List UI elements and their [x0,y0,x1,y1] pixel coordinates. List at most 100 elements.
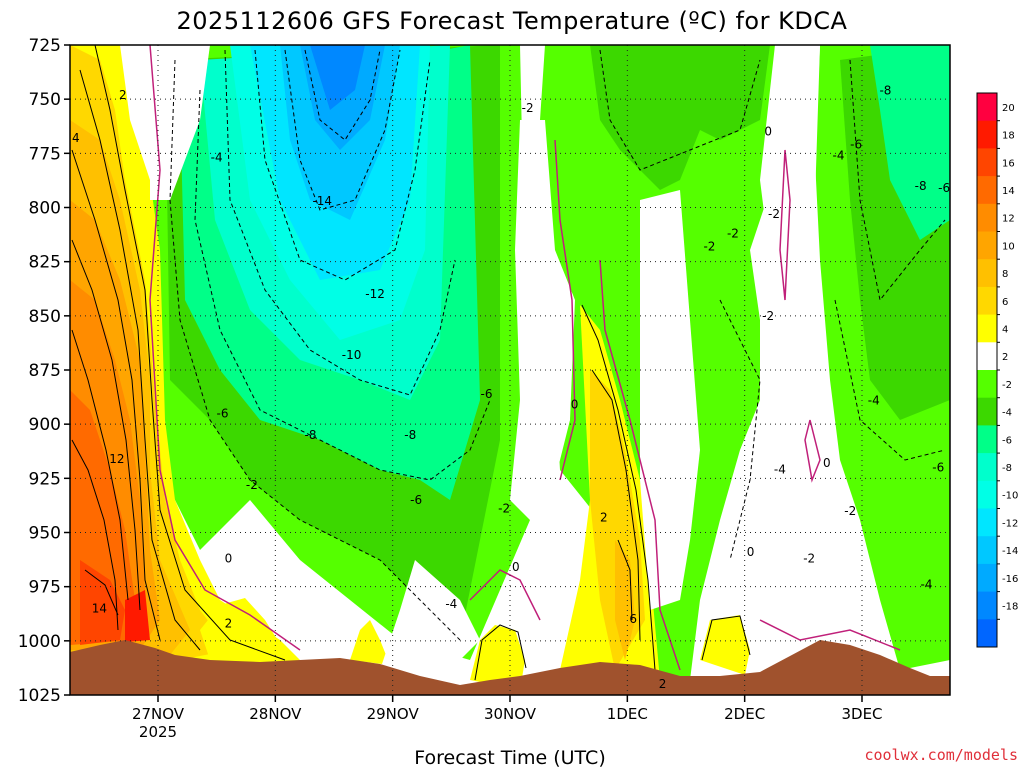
colorbar-swatch [977,536,997,565]
white-gap-5 [380,560,480,690]
contour-label: -4 [211,151,223,165]
contour-label: -4 [445,597,457,611]
contour-label: -6 [481,387,493,401]
y-tick-label: 725 [29,36,61,56]
y-tick-label: 775 [29,144,61,164]
contour-label: -2 [762,309,774,323]
y-axis: 725 750 775 800 825 850 875 900 925 950 975 1000 102… [18,36,70,706]
colorbar-swatch [977,259,997,288]
contour-label: 2 [659,677,667,691]
x-tick-label: 27NOV [132,705,185,723]
contour-label: 0 [225,552,233,566]
colorbar-swatch [977,148,997,177]
colorbar-swatch [977,397,997,426]
white-gap-3 [150,45,210,200]
colorbar-label: -12 [1002,518,1018,529]
terrain-ground [70,640,950,695]
band-far-right-green-3 [870,45,950,240]
contour-label: -2 [522,101,534,115]
colorbar-label: 2 [1002,352,1008,363]
warm-blob-d [200,598,290,660]
colorbar-label: -10 [1002,491,1018,502]
contour-label: -2 [844,504,856,518]
y-tick-label: 900 [29,415,61,435]
white-gap-4 [640,190,700,610]
contour-label: -12 [365,287,385,301]
colorbar: 20 18 16 14 12 10 8 6 4 2 -2 -4 -6 -8 -10 -12 -14 -16 -18 [976,92,1018,648]
white-gap-2 [760,45,840,640]
colorbar-label: -6 [1002,435,1012,446]
colorbar-label: 14 [1002,186,1015,197]
contour-label: -8 [305,428,317,442]
contour-label: -4 [833,149,845,163]
colorbar-swatch [977,370,997,399]
positive-contours [71,45,751,681]
colorbar-label: 16 [1002,158,1015,169]
contour-label: 0 [747,545,755,559]
x-tick-label: 28NOV [249,705,302,723]
contour-label: -4 [921,578,933,592]
y-tick-label: 1000 [18,632,61,652]
x-tick-year: 2025 [139,723,177,741]
band-warm-14 [80,560,125,645]
colorbar-swatch [977,176,997,205]
contour-label: -6 [932,461,944,475]
contour-labels: 2 4 12 14 -4 -14 -12 -10 -6 -8 -8 -6 -6 -2 0 2 -4 -2 0 -2 0 2… [72,84,950,692]
contour-label: 4 [72,131,80,145]
colorbar-label: 12 [1002,214,1015,225]
colorbar-label: -8 [1002,463,1012,474]
colorbar-swatch [977,563,997,593]
warm-blob-a [470,625,525,690]
negative-contours [169,49,946,641]
y-tick-label: 950 [29,524,61,544]
contour-label: -6 [217,406,229,420]
grid-lines [70,45,950,695]
colorbar-swatch [977,120,997,149]
contour-label: 2 [600,510,608,524]
contour-label: 6 [629,612,637,626]
colorbar-swatch [977,425,997,454]
colorbar-swatch [977,591,997,620]
x-tick-label: 3DEC [841,705,882,723]
colorbar-swatch [977,314,997,343]
y-tick-label: 850 [29,307,61,327]
contour-label: -2 [768,207,780,221]
contour-label: -2 [727,227,739,241]
contour-label: -2 [803,552,815,566]
white-gap-1 [510,120,575,520]
contour-label: 2 [119,88,127,102]
contour-label: -6 [410,493,422,507]
warm-blob-c [700,615,750,675]
x-axis-label: Forecast Time (UTC) [414,747,605,768]
contour-label: -8 [879,84,891,98]
band-minus18 [310,45,365,110]
colorbar-label: 10 [1002,241,1015,252]
colorbar-label: 20 [1002,103,1015,114]
colorbar-label: 6 [1002,297,1008,308]
contour-label: -2 [246,478,258,492]
x-tick-label: 30NOV [484,705,537,723]
colorbar-label: 18 [1002,131,1015,142]
colorbar-label: 4 [1002,324,1008,335]
temperature-field: 2 4 12 14 -4 -14 -12 -10 -6 -8 -8 -6 -6 -2 0 2 -4 -2 0 -2 0 2… [70,45,950,695]
colorbar-swatch [977,93,997,122]
colorbar-label: -14 [1002,546,1018,557]
contour-label: -8 [404,428,416,442]
y-tick-label: 800 [29,199,61,219]
y-tick-label: 875 [29,361,61,381]
contour-label: 0 [571,398,579,412]
colorbar-swatch [977,480,997,509]
contour-label: -6 [938,181,950,195]
band-warm-16 [125,590,150,642]
y-tick-label: 1025 [18,686,61,706]
colorbar-swatch [977,286,997,316]
contour-label: 0 [823,456,831,470]
colorbar-swatch [977,508,997,537]
colorbar-swatch [977,342,997,371]
y-tick-label: 975 [29,578,61,598]
y-tick-label: 925 [29,469,61,489]
x-tick-label: 29NOV [367,705,420,723]
colorbar-label: 8 [1002,269,1008,280]
contour-label: 0 [512,560,520,574]
